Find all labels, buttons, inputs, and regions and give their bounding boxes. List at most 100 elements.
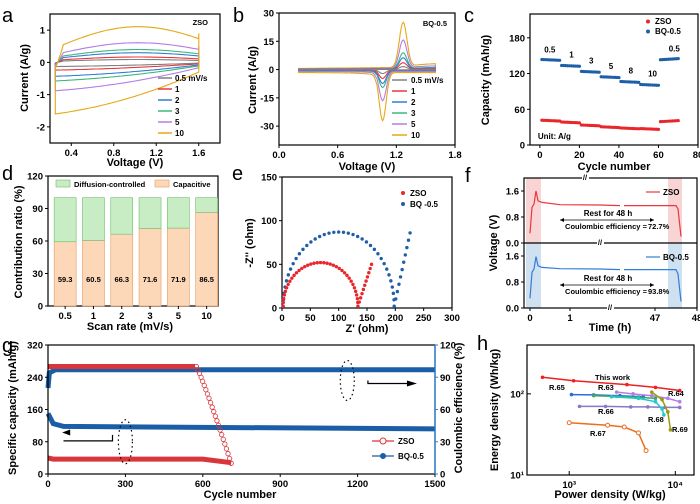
data-point	[397, 282, 401, 286]
y-tick-label: -30	[260, 122, 274, 133]
rate-label: 10	[648, 70, 657, 79]
y2-tick-label: 90	[440, 373, 451, 384]
data-point	[282, 293, 287, 297]
voltage-curve	[529, 190, 621, 234]
coulombic-efficiency-label: Coulombic efficiency =	[565, 222, 648, 231]
panel-g-right-axis: 0 30 60 90 120	[435, 341, 456, 481]
ragone-point	[636, 430, 642, 436]
x-tick-label: 1200	[347, 479, 368, 490]
x-tick-label: 0	[527, 313, 532, 324]
ragone-point	[677, 388, 682, 393]
data-point	[365, 275, 370, 279]
y-tick-label: 120	[27, 172, 43, 183]
series-label: R.65	[549, 383, 565, 392]
y-axis-label: Energy density (Wh/kg)	[489, 349, 501, 472]
x-tick-label: 0.6	[331, 150, 344, 161]
y-axis-label: Current (A/g)	[247, 46, 259, 114]
data-point	[400, 267, 404, 272]
x-tick-label: 0.5	[59, 311, 73, 322]
zso-ce-point	[225, 451, 231, 457]
zso-ce-point	[215, 422, 222, 428]
data-point	[331, 263, 336, 267]
data-point	[346, 231, 351, 235]
data-point	[577, 121, 582, 125]
legend-label: 2	[411, 98, 416, 107]
y-tick-label: -1	[37, 90, 46, 101]
series-label: R.63	[598, 383, 614, 392]
x-tick-label: 150	[359, 313, 375, 324]
y-tick-label: 10¹	[510, 471, 524, 482]
data-point	[349, 279, 353, 283]
data-point	[318, 260, 323, 265]
shade-charge	[526, 243, 541, 308]
y-tick-label: 30	[263, 9, 274, 20]
shade-discharge	[668, 243, 682, 308]
ragone-point	[662, 413, 666, 417]
legend-label: BQ -0.5	[410, 200, 439, 209]
x-tick-label: 60	[653, 150, 664, 161]
x-tick-label: 0.8	[107, 148, 120, 159]
zso-ce-point	[217, 427, 223, 433]
data-point	[306, 263, 310, 267]
x-tick-label: 300	[117, 479, 133, 490]
x-axis-label: Cycle number	[204, 489, 277, 501]
y-tick-label: 100	[261, 216, 277, 227]
y-tick-label: 1	[40, 26, 46, 37]
x-tick-label: 48	[692, 313, 700, 324]
x-axis-label: Voltage (V)	[107, 157, 164, 169]
bar-data-label: 86.5	[199, 275, 214, 284]
legend-label: 0.5 mV/s	[175, 74, 208, 83]
dashed-ellipse	[339, 359, 355, 402]
legend-label: Diffusion-controlled	[74, 180, 146, 189]
data-point	[355, 234, 360, 239]
data-point	[337, 266, 341, 271]
x-tick-label: 0.0	[272, 150, 285, 161]
zso-capacity	[47, 455, 232, 466]
data-point	[360, 291, 364, 296]
x-axis-label: Scan rate (mV/s)	[87, 321, 174, 333]
bar-data-label: 71.6	[143, 275, 158, 284]
data-point	[342, 271, 347, 275]
rate-label: 8	[629, 67, 634, 76]
y-tick-label: 0	[269, 65, 274, 76]
data-point	[288, 279, 292, 283]
y-tick-label: 1.6	[506, 252, 519, 263]
data-point	[332, 230, 336, 235]
data-point	[281, 300, 285, 305]
data-point	[294, 271, 299, 275]
legend-marker	[401, 202, 405, 206]
sample-annotation: BQ-0.5	[423, 19, 447, 28]
y-axis-label: Contribution ratio (%)	[13, 185, 25, 298]
data-point	[303, 264, 307, 269]
panel-b: b BQ-0.5 0.5 mV/s 1 2 3 5 10 30 15 0 -15 -30 0.0 0.6 1.…	[233, 5, 462, 173]
axis-break-mark: //	[583, 173, 588, 182]
bar-capacitive	[138, 228, 162, 307]
data-point	[367, 271, 371, 275]
data-point	[392, 304, 396, 308]
series-label: R.66	[598, 407, 614, 416]
bar-capacitive	[110, 233, 134, 307]
data-point	[334, 264, 339, 269]
voltage-curve	[624, 269, 682, 302]
data-point	[405, 245, 409, 250]
x-tick-label: 0	[45, 479, 50, 490]
data-point	[328, 262, 332, 266]
data-point	[406, 238, 411, 242]
y-tick-label: 15	[263, 37, 274, 48]
data-point	[286, 273, 291, 277]
bar-diffusion	[167, 197, 190, 229]
x-tick-label: 5	[176, 311, 182, 322]
y-tick-label: 50	[266, 260, 277, 271]
data-point	[336, 230, 341, 234]
legend-label: 10	[411, 131, 420, 140]
data-point	[292, 273, 296, 278]
data-point	[676, 57, 680, 61]
legend-swatch	[55, 179, 71, 188]
cv-curve-10	[54, 26, 200, 115]
y-tick-label: 80	[32, 437, 43, 448]
coulombic-efficiency-label: Coulombic efficiency =	[565, 287, 648, 296]
arrow-head	[406, 380, 417, 387]
